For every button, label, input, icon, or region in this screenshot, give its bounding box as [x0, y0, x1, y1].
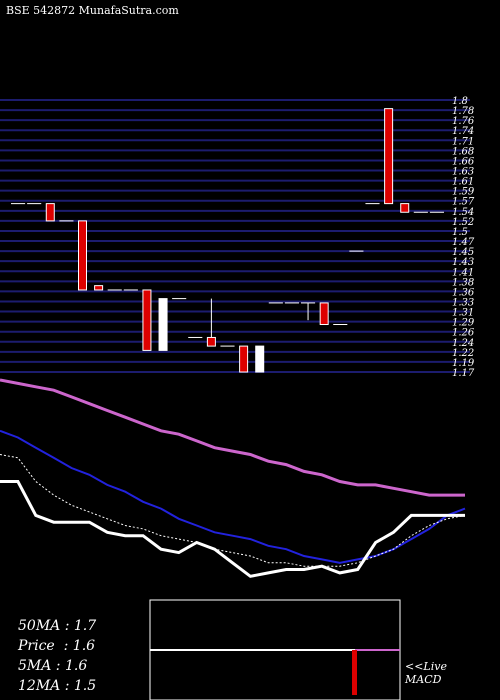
- ma50-readout: 50MA : 1.7: [18, 618, 97, 634]
- price-tick-label: 1.36: [452, 287, 475, 298]
- price-tick-label: 1.29: [452, 318, 475, 329]
- macd-histogram-bar: [352, 650, 357, 695]
- price-tick-label: 1.5: [452, 227, 468, 238]
- stock-code: BSE 542872: [6, 4, 76, 17]
- macd-live-label: <<Live: [405, 660, 447, 673]
- candle-body: [94, 285, 104, 291]
- ma12-readout: 12MA : 1.5: [18, 678, 97, 694]
- price-readout: Price : 1.6: [18, 638, 96, 654]
- price-tick-label: 1.52: [452, 217, 474, 228]
- candle-body: [78, 220, 87, 291]
- candle-body: [239, 345, 249, 373]
- price-tick-label: 1.54: [452, 207, 474, 218]
- macd-panel: [149, 599, 401, 700]
- candlesticks: [11, 108, 444, 373]
- price-tick-label: 1.61: [452, 177, 474, 188]
- candle-body: [400, 203, 410, 213]
- candle-body: [206, 336, 216, 347]
- price-tick-label: 1.76: [452, 116, 475, 127]
- ma12-line: [0, 454, 466, 567]
- ma20-line: [0, 429, 466, 564]
- ma50-line: [0, 378, 465, 497]
- price-tick-label: 1.63: [452, 167, 474, 178]
- candle-body: [142, 289, 152, 351]
- price-tick-label: 1.41: [452, 267, 474, 278]
- candle-body: [45, 203, 55, 222]
- price-tick-label: 1.74: [452, 126, 474, 137]
- price-grid: [0, 99, 470, 373]
- price-tick-label: 1.19: [452, 358, 475, 369]
- indicator-summary: 50MA : 1.7 Price : 1.6 5MA : 1.6 12MA : …: [18, 616, 96, 696]
- candle-body: [319, 302, 329, 326]
- price-tick-label: 1.26: [452, 328, 475, 339]
- price-axis-labels: 1.81.781.761.741.711.681.661.631.611.591…: [452, 96, 475, 379]
- candle-body: [384, 108, 394, 205]
- price-tick-label: 1.31: [452, 308, 474, 319]
- macd-label: <<Live MACD: [405, 660, 447, 686]
- ma5-readout: 5MA : 1.6: [18, 658, 88, 674]
- price-tick-label: 1.45: [452, 247, 474, 258]
- candle-body: [255, 345, 265, 373]
- price-tick-label: 1.66: [452, 156, 475, 167]
- price-tick-label: 1.47: [452, 237, 475, 248]
- price-tick-label: 1.68: [452, 146, 474, 157]
- chart-header: BSE 542872 MunafaSutra.com: [6, 4, 179, 17]
- candle-body: [158, 298, 168, 351]
- price-tick-label: 1.17: [452, 368, 475, 379]
- price-tick-label: 1.78: [452, 106, 474, 117]
- price-tick-label: 1.33: [452, 297, 474, 308]
- moving-average-lines: [0, 378, 466, 578]
- price-tick-label: 1.71: [452, 136, 474, 147]
- price-tick-label: 1.24: [452, 338, 474, 349]
- ma5-line: [0, 480, 465, 578]
- site-name: MunafaSutra.com: [78, 4, 179, 17]
- macd-title: MACD: [405, 673, 442, 686]
- price-tick-label: 1.43: [452, 257, 474, 268]
- price-tick-label: 1.38: [452, 277, 474, 288]
- price-tick-label: 1.22: [452, 348, 474, 359]
- price-tick-label: 1.59: [452, 187, 475, 198]
- price-tick-label: 1.57: [452, 197, 475, 208]
- price-tick-label: 1.8: [452, 96, 468, 107]
